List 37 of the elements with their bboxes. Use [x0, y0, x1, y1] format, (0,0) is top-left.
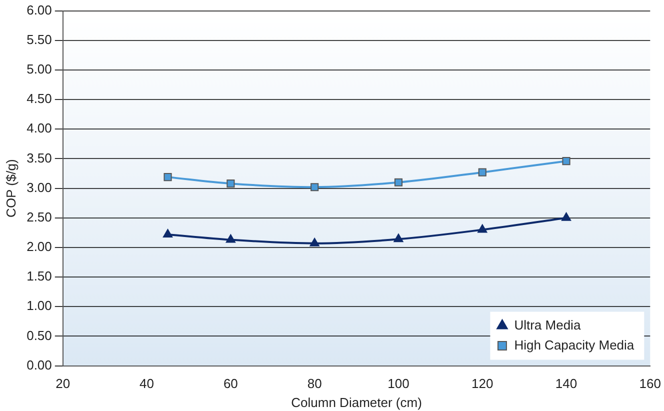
- y-tick-label: 3.50: [26, 150, 52, 166]
- x-tick-label: 100: [388, 376, 410, 392]
- y-tick-label: 2.00: [26, 239, 52, 254]
- x-tick-label: 120: [472, 376, 494, 392]
- point: [226, 234, 236, 243]
- point: [310, 238, 320, 246]
- y-tick-label: 1.50: [26, 268, 52, 284]
- point: [394, 178, 403, 186]
- x-axis-title: Column Diameter (cm): [291, 394, 422, 410]
- x-tick-label: 80: [307, 376, 322, 392]
- point: [162, 228, 173, 238]
- point: [561, 212, 572, 221]
- x-tick-label: 60: [223, 376, 238, 392]
- y-tick-label: 2.50: [26, 209, 52, 224]
- y-tick-label: 5.00: [26, 62, 52, 77]
- point: [478, 168, 486, 176]
- y-tick-label: 0.50: [26, 328, 52, 343]
- point: [562, 157, 570, 166]
- point: [478, 224, 488, 233]
- point: [394, 234, 404, 242]
- y-tick-label: 4.50: [26, 91, 52, 106]
- y-tick-label: 1.00: [26, 298, 52, 314]
- x-tick-label: 160: [639, 376, 662, 392]
- y-axis-title: COP ($/g): [3, 159, 18, 218]
- y-tick-label: 3.00: [26, 180, 52, 195]
- x-tick-label: 20: [56, 376, 70, 392]
- point: [164, 173, 172, 182]
- legend-label: High Capacity Media: [514, 337, 635, 352]
- x-tick-label: 140: [555, 376, 578, 392]
- point: [310, 183, 319, 192]
- y-tick-label: 4.00: [26, 120, 52, 136]
- y-tick-label: 6.00: [26, 2, 52, 18]
- x-tick-label: 40: [140, 376, 154, 392]
- point: [226, 180, 235, 188]
- y-tick-label: 5.50: [26, 32, 52, 47]
- y-tick-label: 0.00: [26, 357, 52, 372]
- legend-label: Ultra Media: [514, 317, 582, 332]
